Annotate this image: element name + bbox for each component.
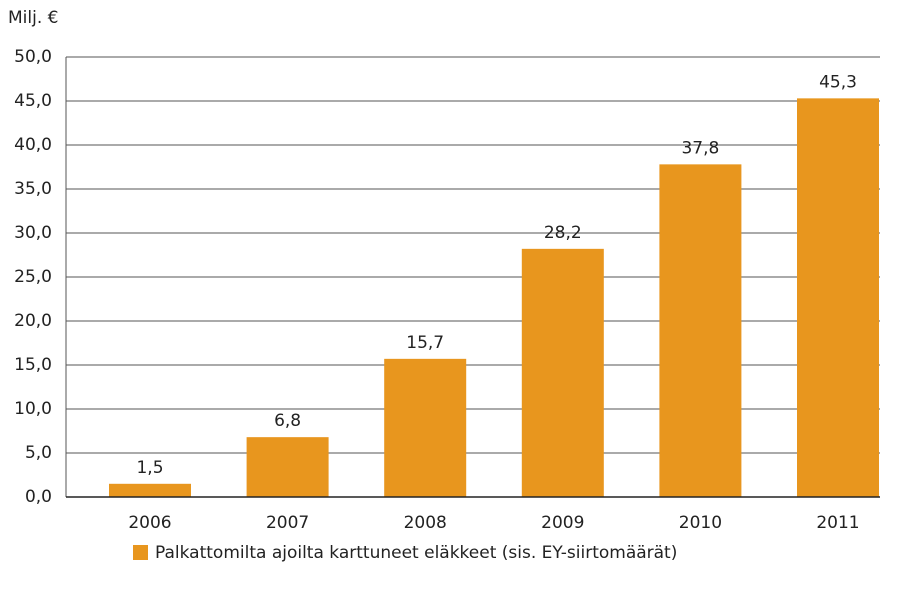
y-tick-label: 5,0	[25, 443, 52, 463]
value-label: 1,5	[136, 458, 163, 478]
y-tick-label: 10,0	[14, 399, 52, 419]
x-tick-label: 2007	[266, 513, 309, 533]
y-tick-label: 40,0	[14, 135, 52, 155]
bar	[521, 248, 604, 497]
y-tick-label: 15,0	[14, 355, 52, 375]
x-tick-label: 2010	[679, 513, 722, 533]
y-tick-label: 45,0	[14, 91, 52, 111]
bar	[246, 437, 329, 497]
value-label: 6,8	[274, 411, 301, 431]
y-axis-label: Milj. €	[8, 8, 58, 28]
legend-label: Palkattomilta ajoilta karttuneet eläkkee…	[155, 543, 677, 563]
x-tick-label: 2008	[404, 513, 447, 533]
y-tick-label: 20,0	[14, 311, 52, 331]
y-tick-label: 25,0	[14, 267, 52, 287]
value-label: 28,2	[544, 223, 582, 243]
value-label: 45,3	[819, 72, 857, 92]
y-tick-label: 35,0	[14, 179, 52, 199]
value-label: 37,8	[681, 138, 719, 158]
bar	[109, 483, 191, 497]
x-tick-label: 2011	[816, 513, 859, 533]
bar	[797, 98, 879, 498]
value-label: 15,7	[406, 333, 444, 353]
y-tick-label: 0,0	[25, 487, 52, 507]
bar	[659, 164, 742, 498]
bar	[384, 358, 467, 497]
y-tick-label: 50,0	[14, 47, 52, 67]
x-tick-label: 2006	[128, 513, 171, 533]
legend-swatch	[133, 545, 148, 560]
x-tick-label: 2009	[541, 513, 584, 533]
y-tick-label: 30,0	[14, 223, 52, 243]
